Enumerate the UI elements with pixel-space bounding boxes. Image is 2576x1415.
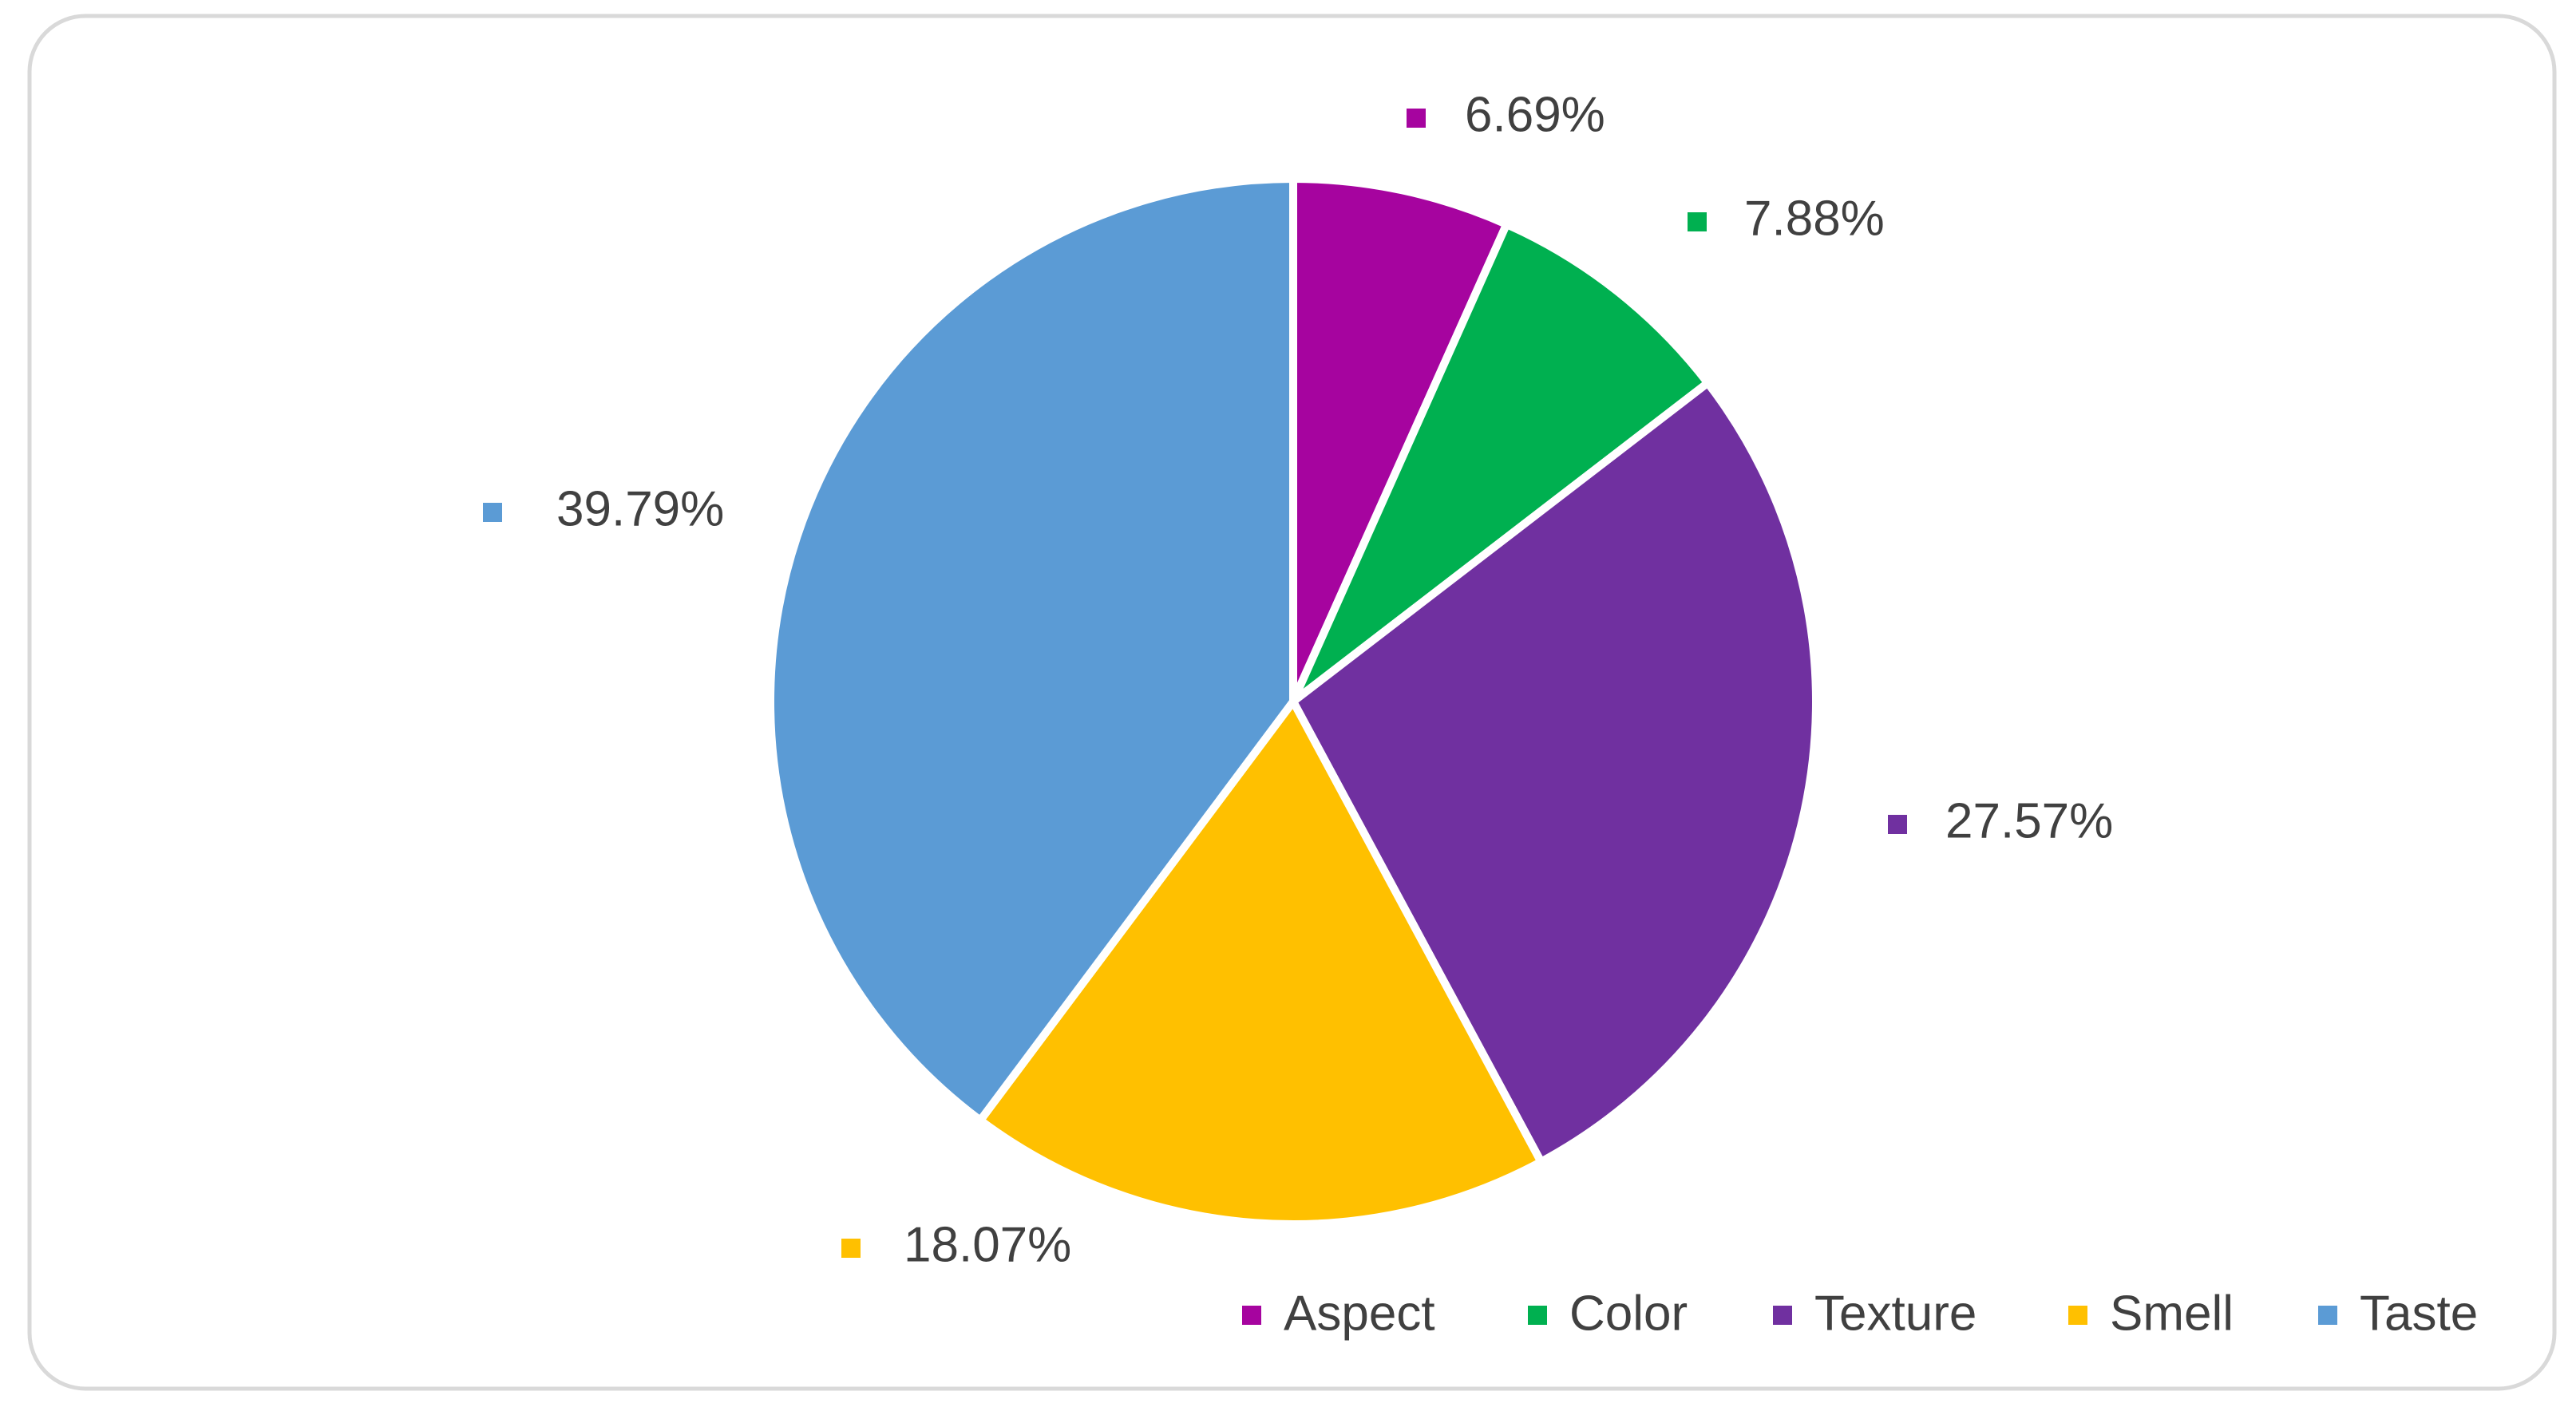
data-label: 6.69%	[1465, 87, 1605, 142]
legend-marker	[1528, 1306, 1547, 1325]
pie-slice	[976, 698, 1545, 1228]
legend-label: Color	[1569, 1286, 1688, 1341]
data-label-marker	[841, 1239, 861, 1258]
legend-marker	[2068, 1306, 2087, 1325]
legend: Aspect Color Texture Smell Taste	[1242, 1286, 2478, 1341]
legend-label: Texture	[1814, 1286, 1977, 1341]
data-label-marker	[483, 503, 502, 522]
legend-marker	[2318, 1306, 2337, 1325]
pie-slice	[1289, 175, 1511, 706]
pie-slice	[766, 175, 1297, 1124]
data-label: 7.88%	[1744, 191, 1885, 246]
legend-marker	[1242, 1306, 1261, 1325]
legend-marker	[1773, 1306, 1792, 1325]
pie-slice	[1289, 220, 1712, 706]
data-label: 27.57%	[1945, 793, 2113, 848]
data-labels: 6.69% 7.88% 27.57% 18.07% 39.79%	[483, 87, 2113, 1272]
pie-slice	[1289, 378, 1820, 1166]
data-label-marker	[1407, 109, 1426, 128]
data-label-marker	[1888, 815, 1907, 834]
data-label: 18.07%	[904, 1217, 1071, 1272]
legend-label: Aspect	[1284, 1286, 1435, 1341]
legend-label: Taste	[2360, 1286, 2478, 1341]
legend-label: Smell	[2110, 1286, 2234, 1341]
data-label: 39.79%	[556, 481, 724, 536]
pie	[766, 175, 1820, 1228]
data-label-marker	[1688, 212, 1707, 231]
